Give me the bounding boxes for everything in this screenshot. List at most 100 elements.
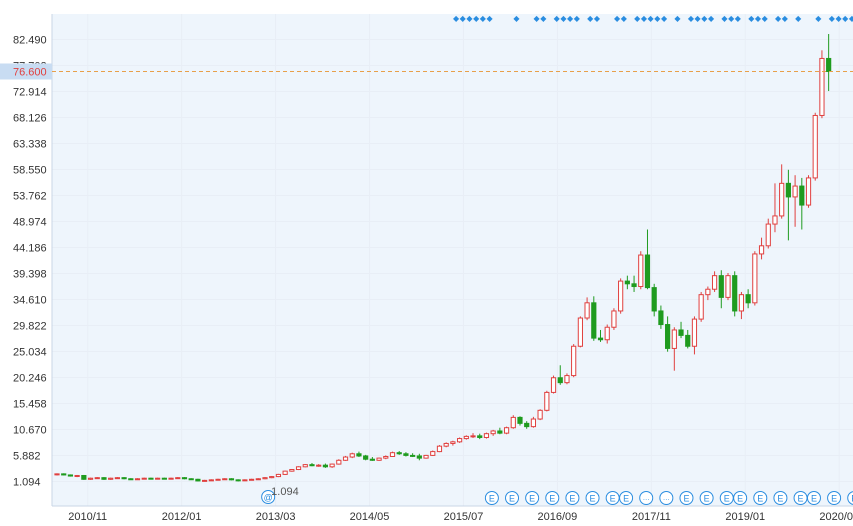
candle-body-up — [275, 473, 282, 478]
candle — [577, 316, 583, 348]
candle — [403, 452, 409, 457]
candle-body-down — [591, 302, 597, 339]
candle-body-down — [416, 455, 422, 459]
event-marker: E — [565, 491, 580, 505]
event-circle-icon — [545, 491, 560, 505]
candle-body-down — [524, 422, 530, 428]
candle — [524, 421, 530, 429]
candle — [269, 476, 275, 479]
x-tick-label: 2020/03 — [819, 511, 853, 523]
event-marker: E — [525, 491, 540, 505]
y-tick-label: 34.610 — [13, 295, 47, 307]
candle — [457, 437, 463, 443]
candle-body-up — [805, 177, 812, 206]
top-marker-icon: ◆ — [688, 14, 695, 23]
candle — [470, 433, 476, 439]
candle — [631, 275, 637, 292]
top-marker-icon: ◆ — [835, 14, 842, 23]
candle — [54, 473, 60, 476]
event-label: E — [549, 494, 555, 504]
top-marker-icon: ◆ — [735, 14, 742, 23]
candle-body-up — [389, 452, 396, 457]
candle-body-down — [148, 477, 154, 480]
candle-body-down — [651, 287, 657, 312]
candle — [651, 283, 657, 317]
candle — [289, 468, 295, 472]
candle-body-up — [141, 477, 147, 480]
current-price-tag: 76.600 — [0, 63, 52, 80]
top-marker-icon: ◆ — [695, 14, 702, 23]
top-marker-icon: ◆ — [755, 14, 762, 23]
y-tick-label: 63.338 — [13, 139, 47, 151]
top-marker-icon: ◆ — [654, 14, 661, 23]
event-label: E — [590, 494, 596, 504]
top-marker-icon: ◆ — [728, 14, 735, 23]
candle — [450, 440, 456, 446]
y-tick-label: 10.670 — [13, 425, 47, 437]
candle — [443, 442, 449, 448]
candle-body-down — [477, 435, 483, 438]
candle-body-up — [74, 474, 80, 477]
event-marker: E — [773, 491, 788, 505]
event-circle-icon — [585, 491, 600, 505]
candle-body-up — [423, 454, 429, 459]
candle — [591, 296, 597, 341]
candle — [423, 454, 429, 459]
candle — [544, 390, 550, 412]
candle — [477, 433, 483, 440]
candle — [510, 415, 516, 429]
candle-body-up — [208, 479, 214, 482]
candle — [188, 478, 194, 481]
candle-body-up — [711, 275, 718, 290]
event-label: E — [724, 494, 730, 504]
candle-body-up — [222, 478, 228, 481]
x-tick-label: 2015/07 — [444, 511, 484, 523]
candle — [805, 175, 812, 208]
event-label: E — [509, 494, 515, 504]
top-marker-icon: ◆ — [540, 14, 547, 23]
candle-body-up — [564, 375, 570, 384]
y-tick-label: 48.974 — [13, 217, 47, 229]
y-tick-label: 5.882 — [13, 451, 41, 463]
candle — [436, 445, 443, 453]
candle — [483, 432, 490, 439]
candle-body-down — [685, 334, 691, 347]
candle — [711, 271, 718, 292]
x-tick-label: 2012/01 — [162, 511, 202, 523]
event-circle-icon — [753, 491, 768, 505]
candle — [349, 452, 355, 459]
event-label: E — [798, 494, 804, 504]
top-marker-icon: ◆ — [795, 14, 802, 23]
event-label: E — [757, 494, 763, 504]
candle-body-up — [671, 329, 677, 349]
candle-body-up — [430, 451, 436, 456]
event-label: E — [529, 494, 535, 504]
event-label: ··· — [663, 497, 670, 504]
candle — [202, 479, 208, 482]
candle — [725, 272, 731, 301]
candle-body-down — [396, 452, 402, 455]
event-label: E — [811, 494, 817, 504]
candle — [181, 477, 188, 480]
candle — [550, 375, 557, 394]
candle-body-up — [282, 470, 288, 475]
candle — [175, 477, 181, 480]
top-marker-icon: ◆ — [473, 14, 480, 23]
candle — [94, 477, 100, 480]
candle — [101, 477, 107, 480]
candle — [665, 316, 671, 352]
candle-body-up — [329, 463, 335, 468]
top-marker-icon: ◆ — [849, 14, 853, 23]
event-label: E — [831, 494, 837, 504]
candle — [752, 251, 758, 306]
event-marker: E — [753, 491, 768, 505]
x-tick-label: 2014/05 — [350, 511, 390, 523]
x-tick-label: 2013/03 — [256, 511, 296, 523]
top-marker-icon: ◆ — [641, 14, 648, 23]
candle-body-up — [812, 114, 818, 179]
top-marker-icon: ◆ — [487, 14, 494, 23]
candle-body-up — [457, 438, 463, 443]
event-circle-icon — [525, 491, 540, 505]
candle-body-up — [503, 427, 510, 434]
candle — [81, 474, 87, 480]
